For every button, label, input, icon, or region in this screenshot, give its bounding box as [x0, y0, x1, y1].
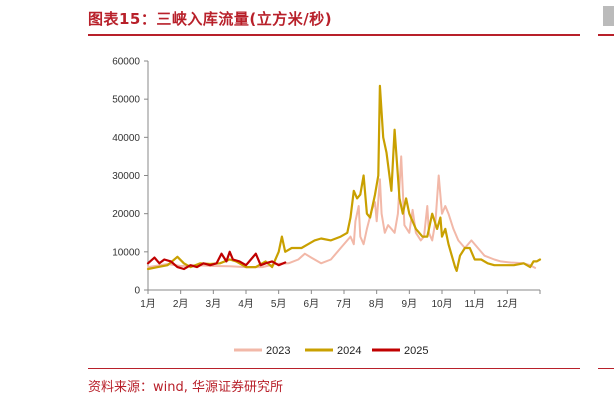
legend-label-2024: 2024 — [337, 345, 361, 357]
x-tick-label: 1月 — [140, 298, 156, 310]
source-note: 资料来源：wind, 华源证券研究所 — [88, 380, 284, 395]
x-tick-label: 10月 — [431, 298, 452, 310]
right-rule — [598, 34, 614, 36]
x-tick-label: 4月 — [238, 298, 254, 310]
y-tick-label: 30000 — [112, 171, 140, 182]
y-tick-label: 0 — [134, 286, 140, 297]
y-tick-label: 60000 — [112, 57, 140, 68]
x-tick-label: 8月 — [369, 298, 385, 310]
x-tick-label: 3月 — [206, 298, 222, 310]
series-line-2025 — [146, 250, 287, 271]
x-tick-label: 9月 — [402, 298, 418, 310]
bottom-right-rule — [598, 368, 614, 369]
legend-label-2023: 2023 — [266, 345, 290, 357]
figure-title: 图表15：三峡入库流量(立方米/秒) — [88, 10, 333, 28]
series-line-2023 — [147, 155, 537, 269]
legend-label-2025: 2025 — [404, 345, 428, 357]
x-tick-label: 11月 — [464, 298, 484, 310]
series-line-2024 — [146, 84, 542, 272]
y-tick-label: 50000 — [112, 95, 140, 106]
y-tick-label: 40000 — [112, 133, 140, 144]
x-tick-label: 12月 — [497, 298, 518, 310]
title-rule — [88, 34, 580, 36]
x-tick-label: 5月 — [271, 298, 287, 310]
y-tick-label: 10000 — [112, 247, 140, 258]
bottom-rule — [88, 368, 580, 369]
right-edge-mark — [603, 6, 614, 26]
x-tick-label: 6月 — [304, 298, 320, 310]
y-tick-label: 20000 — [112, 209, 140, 220]
x-tick-label: 7月 — [336, 298, 352, 310]
x-tick-label: 2月 — [173, 298, 189, 310]
